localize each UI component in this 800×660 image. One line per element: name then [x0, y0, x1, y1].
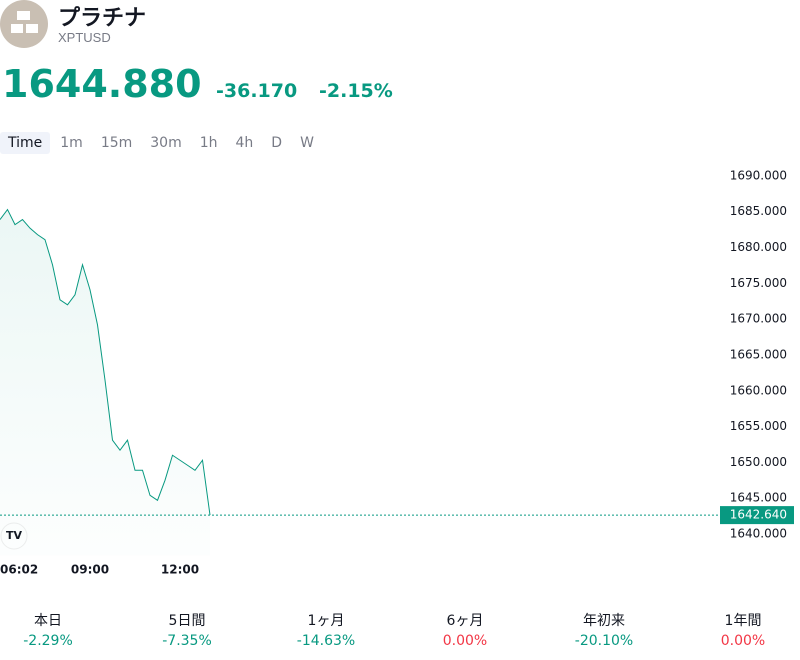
price: 1644.880 — [2, 62, 202, 106]
performance-item[interactable]: 本日 -2.29% — [0, 610, 103, 649]
chart: TV 1640.0001645.0001650.0001655.0001660.… — [0, 168, 794, 577]
y-tick-label: 1670.000 — [730, 312, 787, 326]
performance-item[interactable]: 年初来 -20.10% — [549, 610, 659, 649]
period-label: 1年間 — [724, 613, 762, 629]
period-label: 年初来 — [583, 613, 625, 629]
price-label: 1642.640 — [730, 508, 787, 522]
performance-item[interactable]: 5日間 -7.35% — [132, 610, 242, 649]
period-value: -2.29% — [23, 633, 73, 649]
y-tick-label: 1675.000 — [730, 276, 787, 290]
tab[interactable]: 15m — [100, 135, 133, 151]
period-label: 6ヶ月 — [446, 613, 484, 629]
symbol: XPTUSD — [58, 30, 111, 45]
y-tick-label: 1655.000 — [730, 419, 787, 433]
y-tick-label: 1680.000 — [730, 240, 787, 254]
line — [0, 208, 211, 516]
y-tick-label: 1685.000 — [730, 204, 787, 218]
tab[interactable]: D — [271, 135, 283, 151]
period-label: 5日間 — [168, 613, 206, 629]
y-tick-label: 1640.000 — [730, 527, 787, 541]
period-value: -14.63% — [296, 633, 356, 649]
tab[interactable]: 30m — [150, 135, 182, 151]
tab[interactable]: 1h — [199, 135, 218, 151]
change-percent: -2.15% — [319, 80, 393, 102]
tabs: Time 1m 15m 30m 1h 4h D W — [0, 132, 324, 154]
y-tick-label: 1650.000 — [730, 455, 787, 469]
period-value: 0.00% — [720, 633, 766, 649]
price-label-bg — [720, 506, 794, 525]
period-value: -7.35% — [162, 633, 212, 649]
performance-item[interactable]: 1年間 0.00% — [688, 610, 798, 649]
performance-item[interactable]: 6ヶ月 0.00% — [410, 610, 520, 649]
y-tick-label: 1665.000 — [730, 347, 787, 361]
x-tick-label: 09:00 — [71, 563, 109, 577]
period-label: 本日 — [34, 613, 62, 629]
period-value: 0.00% — [442, 633, 488, 649]
tab[interactable]: Time — [0, 132, 51, 154]
x-tick-label: 06:02 — [0, 563, 38, 577]
title: プラチナ — [58, 6, 147, 31]
change: -36.170 — [216, 80, 298, 102]
period-value: -20.10% — [574, 633, 634, 649]
tab[interactable]: 1m — [60, 135, 83, 151]
y-tick-label: 1690.000 — [730, 168, 787, 182]
y-tick-label: 1660.000 — [730, 383, 787, 397]
tab[interactable]: 4h — [235, 135, 254, 151]
tab[interactable]: W — [300, 135, 314, 151]
performance-item[interactable]: 1ヶ月 -14.63% — [271, 610, 381, 649]
period-label: 1ヶ月 — [307, 613, 345, 629]
y-tick-label: 1645.000 — [730, 491, 787, 505]
x-tick-label: 12:00 — [161, 563, 199, 577]
logo — [0, 0, 48, 48]
